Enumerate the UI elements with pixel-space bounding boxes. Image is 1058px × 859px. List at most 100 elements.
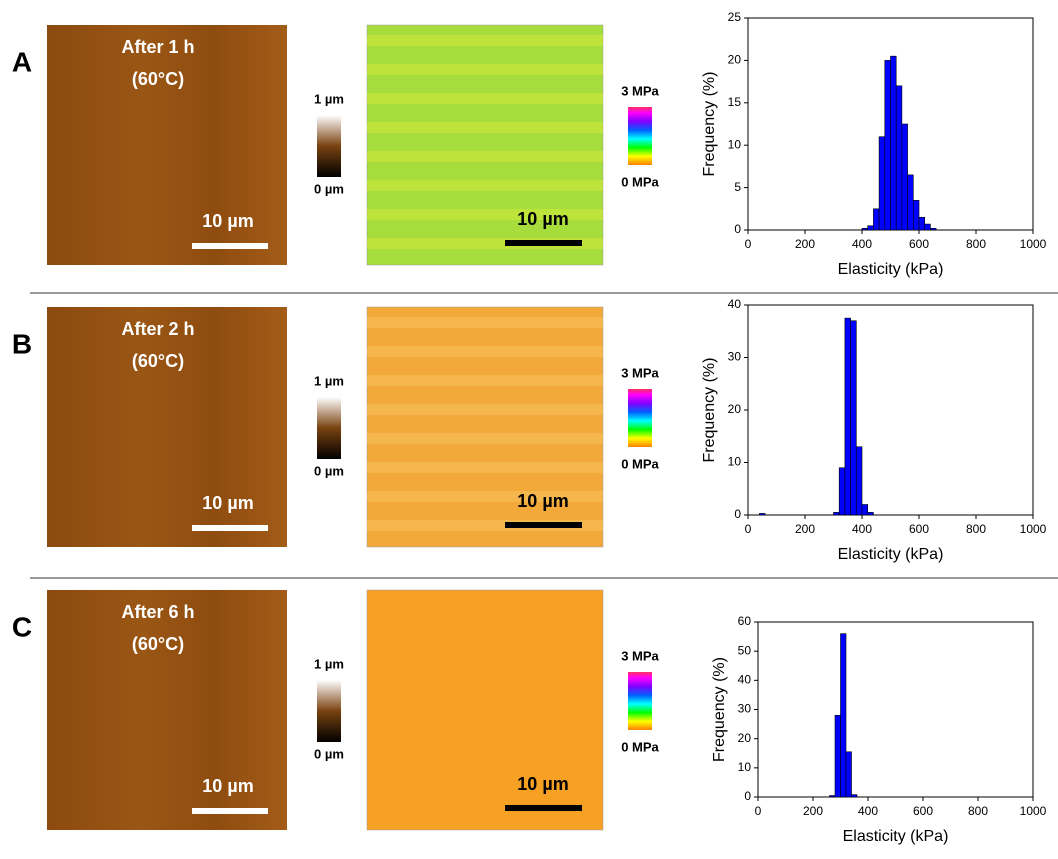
height-image bbox=[47, 25, 287, 265]
y-tick-label: 10 bbox=[738, 760, 752, 774]
modulus-colorbar bbox=[628, 389, 652, 447]
modulus-colorbar bbox=[628, 672, 652, 730]
x-tick-label: 600 bbox=[913, 804, 933, 818]
map-stripe bbox=[367, 520, 603, 531]
bar bbox=[855, 446, 863, 516]
x-tick-label: 200 bbox=[795, 522, 815, 536]
x-tick-label: 800 bbox=[966, 522, 986, 536]
y-tick-label: 0 bbox=[734, 222, 741, 236]
x-tick-label: 600 bbox=[909, 237, 929, 251]
x-tick-label: 200 bbox=[803, 804, 823, 818]
height-colorbar bbox=[317, 115, 341, 177]
modulus-colorbar bbox=[628, 107, 652, 165]
temperature: (60°C) bbox=[132, 634, 184, 654]
temperature: (60°C) bbox=[132, 69, 184, 89]
height-colorbar bbox=[317, 680, 341, 742]
x-tick-label: 1000 bbox=[1020, 804, 1047, 818]
condition: After 6 h bbox=[121, 602, 194, 622]
bar bbox=[912, 200, 920, 231]
colorbar-max: 1 µm bbox=[314, 373, 344, 388]
panel-label: B bbox=[12, 328, 32, 359]
colorbar-max: 3 MPa bbox=[621, 365, 659, 380]
scale-bar-label: 10 µm bbox=[202, 211, 253, 231]
colorbar-max: 1 µm bbox=[314, 656, 344, 671]
map-stripe bbox=[367, 35, 603, 46]
colorbar-max: 3 MPa bbox=[621, 648, 659, 663]
map-stripe bbox=[367, 93, 603, 104]
bar bbox=[844, 317, 851, 516]
y-axis-label: Frequency (%) bbox=[701, 358, 718, 463]
bar bbox=[759, 513, 766, 516]
height-image bbox=[47, 307, 287, 547]
map-stripe bbox=[367, 462, 603, 473]
colorbar-min: 0 µm bbox=[314, 746, 344, 761]
map-stripe bbox=[367, 433, 603, 444]
bar bbox=[918, 216, 925, 231]
condition: After 1 h bbox=[121, 37, 194, 57]
bar bbox=[845, 751, 852, 798]
map-stripe bbox=[367, 180, 603, 191]
colorbar-min: 0 MPa bbox=[621, 739, 659, 754]
map-stripe bbox=[367, 238, 603, 249]
y-tick-label: 25 bbox=[728, 10, 742, 24]
colorbar-max: 1 µm bbox=[314, 91, 344, 106]
y-tick-label: 15 bbox=[728, 95, 742, 109]
x-tick-label: 400 bbox=[858, 804, 878, 818]
plot-frame bbox=[757, 621, 1034, 798]
y-axis-label: Frequency (%) bbox=[711, 657, 728, 762]
x-tick-label: 400 bbox=[852, 522, 872, 536]
map-stripe bbox=[367, 64, 603, 75]
map-stripe bbox=[367, 151, 603, 162]
modulus-map bbox=[366, 306, 604, 548]
bar bbox=[838, 467, 846, 516]
scale-bar-label: 10 µm bbox=[202, 776, 253, 796]
y-tick-label: 30 bbox=[738, 702, 752, 716]
temperature: (60°C) bbox=[132, 351, 184, 371]
x-tick-label: 0 bbox=[755, 804, 762, 818]
y-tick-label: 5 bbox=[734, 180, 741, 194]
scale-bar-label: 10 µm bbox=[202, 493, 253, 513]
height-colorbar bbox=[317, 397, 341, 459]
bar bbox=[907, 174, 914, 231]
y-tick-label: 60 bbox=[738, 614, 752, 628]
bar bbox=[873, 208, 880, 231]
modulus-map bbox=[366, 24, 604, 266]
bar bbox=[834, 715, 841, 798]
y-tick-label: 20 bbox=[738, 731, 752, 745]
bar bbox=[840, 633, 847, 798]
y-axis-label: Frequency (%) bbox=[701, 72, 718, 177]
y-tick-label: 30 bbox=[728, 350, 742, 364]
map-stripe bbox=[367, 317, 603, 328]
colorbar-min: 0 MPa bbox=[621, 456, 659, 471]
y-tick-label: 0 bbox=[734, 507, 741, 521]
y-tick-label: 50 bbox=[738, 643, 752, 657]
bar bbox=[850, 320, 857, 516]
y-tick-label: 40 bbox=[738, 673, 752, 687]
x-tick-label: 0 bbox=[745, 237, 752, 251]
x-tick-label: 1000 bbox=[1020, 237, 1047, 251]
colorbar-min: 0 MPa bbox=[621, 174, 659, 189]
panel-label: A bbox=[12, 46, 32, 77]
condition: After 2 h bbox=[121, 319, 194, 339]
colorbar-min: 0 µm bbox=[314, 463, 344, 478]
scale-bar-label: 10 µm bbox=[517, 209, 568, 229]
y-tick-label: 20 bbox=[728, 53, 742, 67]
x-axis-label: Elasticity (kPa) bbox=[843, 828, 949, 845]
map-stripe bbox=[367, 209, 603, 220]
bar bbox=[867, 512, 874, 516]
bar bbox=[867, 225, 874, 231]
colorbar-max: 3 MPa bbox=[621, 83, 659, 98]
x-tick-label: 600 bbox=[909, 522, 929, 536]
bar bbox=[861, 504, 868, 516]
x-tick-label: 800 bbox=[968, 804, 988, 818]
map-stripe bbox=[367, 375, 603, 386]
y-tick-label: 10 bbox=[728, 137, 742, 151]
x-tick-label: 400 bbox=[852, 237, 872, 251]
y-tick-label: 0 bbox=[744, 789, 751, 803]
bar bbox=[833, 512, 840, 516]
bar bbox=[924, 223, 931, 231]
x-tick-label: 0 bbox=[745, 522, 752, 536]
map-stripe bbox=[367, 122, 603, 133]
